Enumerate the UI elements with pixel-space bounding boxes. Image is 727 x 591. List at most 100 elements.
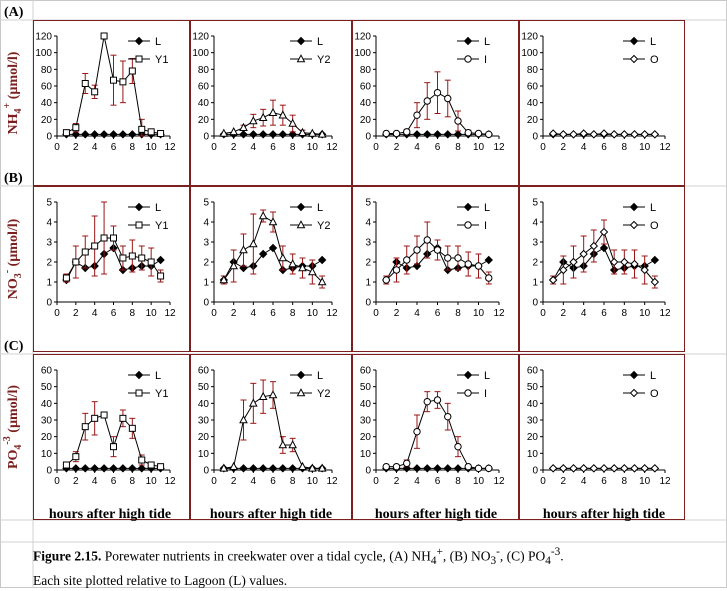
legend-marker-L bbox=[463, 202, 473, 212]
marker-Y2 bbox=[229, 126, 238, 136]
marker-I bbox=[392, 266, 401, 274]
marker-Y2 bbox=[308, 463, 317, 472]
ylabel-1: NO3- (µmol/l) bbox=[2, 218, 24, 299]
marker-I bbox=[454, 254, 462, 262]
panel-frame bbox=[33, 20, 190, 186]
marker-I bbox=[474, 464, 483, 473]
marker-Y2 bbox=[298, 461, 307, 470]
y-tick-label: 5 bbox=[46, 198, 52, 209]
marker-Y2 bbox=[268, 107, 278, 116]
y-tick-label: 60 bbox=[198, 366, 210, 377]
marker-L bbox=[423, 130, 432, 139]
legend-marker-Y2 bbox=[296, 388, 306, 397]
x-tick-label: 0 bbox=[540, 476, 546, 487]
y-tick-label: 60 bbox=[360, 82, 372, 93]
x-tick-label: 2 bbox=[231, 308, 237, 319]
x-tick-label: 10 bbox=[307, 476, 319, 487]
row-label-2: (C) bbox=[4, 339, 24, 354]
marker-I bbox=[423, 236, 431, 244]
y-tick-label: 40 bbox=[41, 399, 53, 410]
y-tick-label: 5 bbox=[203, 198, 209, 209]
x-tick-label: 10 bbox=[146, 476, 158, 487]
x-tick-label: 10 bbox=[639, 142, 651, 153]
marker-O bbox=[640, 464, 649, 473]
marker-Y1 bbox=[110, 76, 117, 84]
legend-marker-Y1 bbox=[135, 55, 143, 63]
marker-I bbox=[433, 88, 442, 97]
marker-O bbox=[640, 130, 649, 139]
panel-frame bbox=[352, 354, 519, 520]
x-tick-label: 8 bbox=[622, 476, 628, 487]
x-tick-label: 0 bbox=[373, 308, 379, 319]
y-tick-label: 60 bbox=[527, 366, 539, 377]
x-tick-label: 10 bbox=[146, 308, 158, 319]
panel-frame bbox=[519, 186, 685, 352]
marker-L bbox=[412, 464, 422, 473]
y-tick-label: 0 bbox=[46, 466, 52, 477]
x-tick-label: 0 bbox=[211, 142, 217, 153]
xaxis-title-2: hours after high tide bbox=[375, 507, 497, 522]
marker-L bbox=[268, 130, 278, 139]
y-tick-label: 2 bbox=[532, 258, 538, 269]
marker-O bbox=[559, 265, 568, 275]
marker-O bbox=[599, 227, 609, 237]
ylabel-group-1: NO3- (µmol/l) bbox=[2, 218, 24, 299]
marker-L bbox=[156, 255, 165, 265]
x-tick-label: 2 bbox=[394, 476, 400, 487]
marker-L bbox=[109, 464, 118, 473]
marker-I bbox=[454, 117, 462, 125]
x-tick-label: 10 bbox=[473, 476, 485, 487]
y-tick-label: 40 bbox=[198, 399, 210, 410]
ylabel-unit: (µmol/l) bbox=[6, 218, 21, 270]
marker-O bbox=[548, 275, 558, 285]
plot-0-0: 0 20 40 60 80 100 120 0 2 4 6 8 10 12 L Y1 bbox=[35, 32, 176, 154]
marker-L bbox=[484, 255, 493, 265]
marker-Y2 bbox=[239, 245, 248, 254]
ylabel-sub: 3 bbox=[13, 273, 24, 278]
y-tick-label: 50 bbox=[41, 382, 53, 393]
legend-marker-Y1 bbox=[135, 389, 143, 397]
caption-sub-3: 4 bbox=[545, 555, 551, 568]
y-tick-label: 40 bbox=[360, 98, 372, 109]
ylabel-sup: -3 bbox=[2, 436, 13, 444]
marker-Y1 bbox=[119, 78, 127, 86]
marker-Y1 bbox=[128, 252, 136, 260]
marker-Y1 bbox=[91, 414, 99, 422]
y-tick-label: 3 bbox=[532, 238, 538, 249]
x-tick-label: 8 bbox=[130, 142, 136, 153]
x-tick-label: 6 bbox=[601, 476, 607, 487]
marker-I bbox=[382, 129, 390, 138]
marker-Y1 bbox=[72, 258, 80, 266]
x-tick-label: 6 bbox=[111, 142, 117, 153]
marker-Y1 bbox=[157, 272, 165, 280]
y-tick-label: 30 bbox=[198, 416, 210, 427]
x-tick-label: 12 bbox=[326, 308, 338, 319]
legend-marker-L bbox=[629, 36, 639, 46]
marker-Y1 bbox=[62, 129, 70, 137]
y-tick-label: 30 bbox=[360, 416, 372, 427]
marker-Y2 bbox=[278, 253, 288, 262]
x-tick-label: 10 bbox=[307, 142, 319, 153]
marker-L bbox=[71, 464, 81, 473]
marker-I bbox=[392, 129, 401, 138]
legend-marker-L bbox=[463, 36, 473, 46]
y-tick-label: 0 bbox=[203, 298, 209, 309]
y-tick-label: 40 bbox=[41, 98, 53, 109]
x-tick-label: 4 bbox=[92, 142, 98, 153]
x-tick-label: 4 bbox=[92, 476, 98, 487]
marker-I bbox=[423, 397, 431, 406]
legend-label-L: L bbox=[484, 370, 490, 382]
marker-Y2 bbox=[308, 267, 317, 276]
x-tick-label: 6 bbox=[111, 308, 117, 319]
marker-O bbox=[620, 257, 629, 267]
x-tick-label: 0 bbox=[540, 142, 546, 153]
marker-L bbox=[128, 130, 137, 139]
marker-O bbox=[620, 130, 629, 139]
y-tick-label: 100 bbox=[354, 48, 371, 59]
marker-L bbox=[128, 464, 137, 473]
panel-frame bbox=[352, 186, 519, 352]
x-tick-label: 0 bbox=[211, 476, 217, 487]
marker-L bbox=[278, 130, 288, 139]
ylabel-main: NO bbox=[6, 278, 21, 299]
x-tick-label: 2 bbox=[561, 476, 567, 487]
